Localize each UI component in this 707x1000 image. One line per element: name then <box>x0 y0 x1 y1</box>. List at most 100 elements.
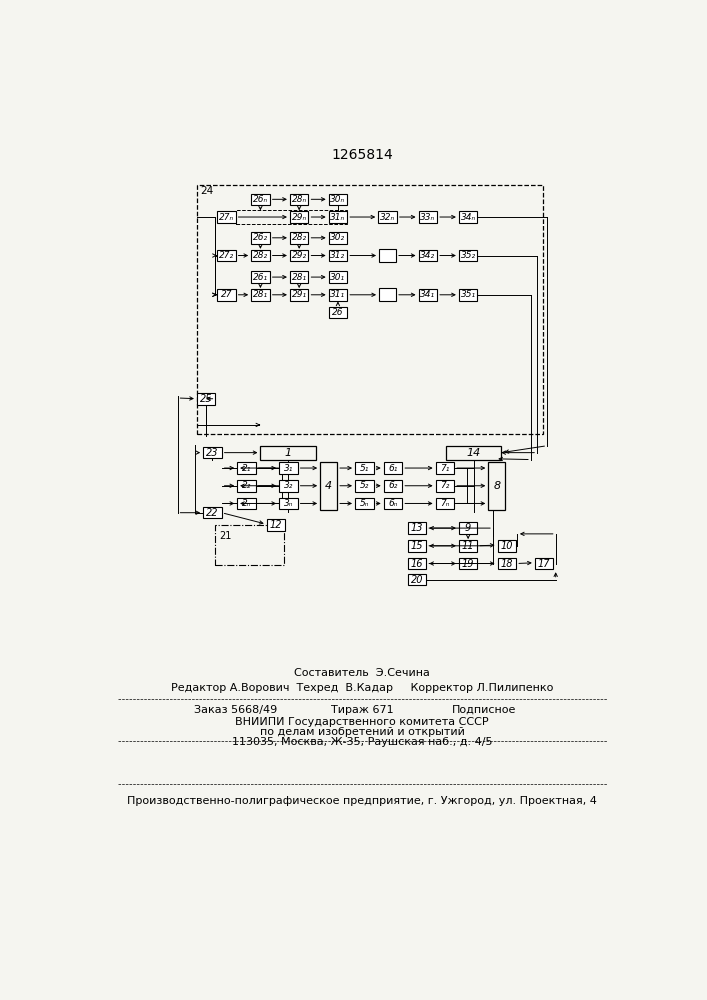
Text: по делам изобретений и открытий: по делам изобретений и открытий <box>259 727 464 737</box>
Bar <box>384 498 402 509</box>
Text: 113035, Москва, Ж-35, Раушская наб., д. 4/5: 113035, Москва, Ж-35, Раушская наб., д. … <box>232 737 492 747</box>
Text: 6ₙ: 6ₙ <box>388 499 397 508</box>
Text: 30₂: 30₂ <box>330 233 346 242</box>
Text: 35₁: 35₁ <box>460 290 476 299</box>
Bar <box>237 480 256 492</box>
Bar <box>290 211 308 223</box>
Bar <box>197 393 216 405</box>
Text: 20: 20 <box>411 575 423 585</box>
Text: 1265814: 1265814 <box>331 148 393 162</box>
Text: 35₂: 35₂ <box>460 251 476 260</box>
Text: 31₂: 31₂ <box>330 251 346 260</box>
Bar <box>329 232 347 244</box>
Text: 26₂: 26₂ <box>253 233 268 242</box>
Text: 28₂: 28₂ <box>291 233 307 242</box>
Bar <box>251 232 270 244</box>
Bar <box>379 288 396 301</box>
Text: 27₂: 27₂ <box>218 251 234 260</box>
Text: 2₂: 2₂ <box>242 481 251 490</box>
Text: 19: 19 <box>462 559 474 569</box>
Bar <box>237 498 256 509</box>
Text: 3ₙ: 3ₙ <box>284 499 293 508</box>
Bar <box>329 194 347 205</box>
Text: 12: 12 <box>269 520 282 530</box>
Text: Тираж 671: Тираж 671 <box>331 705 393 715</box>
Bar <box>251 289 270 301</box>
Text: 31ₙ: 31ₙ <box>330 213 346 222</box>
Text: 2ₙ: 2ₙ <box>242 499 251 508</box>
Text: 6₁: 6₁ <box>388 464 397 473</box>
Text: 28₁: 28₁ <box>253 290 268 299</box>
Text: 7ₙ: 7ₙ <box>440 499 450 508</box>
Text: 22: 22 <box>206 508 218 518</box>
Bar <box>329 307 347 318</box>
Text: 11: 11 <box>462 541 474 551</box>
Bar <box>217 250 235 261</box>
Bar <box>459 289 477 301</box>
Bar <box>459 558 477 569</box>
Bar <box>436 498 454 509</box>
Text: 21: 21 <box>219 531 232 541</box>
Text: Подписное: Подписное <box>452 705 516 715</box>
Bar <box>251 271 270 283</box>
Bar <box>217 211 235 223</box>
Bar <box>459 540 477 552</box>
Text: Составитель  Э.Сечина: Составитель Э.Сечина <box>294 668 430 678</box>
Bar <box>436 462 454 474</box>
Bar <box>419 211 437 223</box>
Text: 6₂: 6₂ <box>388 481 397 490</box>
Bar <box>498 540 516 552</box>
Text: 34ₙ: 34ₙ <box>460 213 476 222</box>
Text: 5ₙ: 5ₙ <box>360 499 369 508</box>
Bar <box>290 250 308 261</box>
Bar <box>267 519 285 531</box>
Text: 9: 9 <box>465 523 472 533</box>
Bar <box>329 250 347 261</box>
Text: 26₁: 26₁ <box>253 273 268 282</box>
Text: 26ₙ: 26ₙ <box>253 195 268 204</box>
Bar <box>408 558 426 569</box>
Text: Производственно-полиграфическое предприятие, г. Ужгород, ул. Проектная, 4: Производственно-полиграфическое предприя… <box>127 796 597 806</box>
Bar <box>445 446 501 460</box>
Text: 32ₙ: 32ₙ <box>380 213 395 222</box>
Bar <box>419 250 437 261</box>
Text: ВНИИПИ Государственного комитета СССР: ВНИИПИ Государственного комитета СССР <box>235 717 489 727</box>
Text: Редактор А.Ворович  Техред  В.Кадар     Корректор Л.Пилипенко: Редактор А.Ворович Техред В.Кадар Коррек… <box>171 683 553 693</box>
Text: 33ₙ: 33ₙ <box>420 213 436 222</box>
Text: 29₁: 29₁ <box>291 290 307 299</box>
Text: 14: 14 <box>467 448 481 458</box>
Text: 3₁: 3₁ <box>284 464 293 473</box>
Text: 28ₙ: 28ₙ <box>291 195 307 204</box>
Text: 1: 1 <box>285 448 292 458</box>
Bar <box>459 522 477 534</box>
Text: 8: 8 <box>493 481 501 491</box>
Bar <box>408 574 426 585</box>
Text: 27ₙ: 27ₙ <box>218 213 234 222</box>
Text: 10: 10 <box>501 541 513 551</box>
Text: 17: 17 <box>538 559 550 569</box>
Bar <box>384 480 402 492</box>
Text: 30₁: 30₁ <box>330 273 346 282</box>
Text: 30ₙ: 30ₙ <box>330 195 346 204</box>
Bar <box>290 194 308 205</box>
Text: 26: 26 <box>332 308 344 317</box>
Bar <box>379 249 396 262</box>
Text: 7₂: 7₂ <box>440 481 450 490</box>
Bar <box>217 289 235 301</box>
Bar <box>251 194 270 205</box>
Bar <box>489 462 506 510</box>
Text: 15: 15 <box>411 541 423 551</box>
Bar <box>329 211 347 223</box>
Text: 29₂: 29₂ <box>291 251 307 260</box>
Bar <box>251 250 270 261</box>
Bar <box>290 289 308 301</box>
Text: 16: 16 <box>411 559 423 569</box>
Text: 34₁: 34₁ <box>420 290 436 299</box>
Text: 34₂: 34₂ <box>420 251 436 260</box>
Text: 4: 4 <box>325 481 332 491</box>
Bar <box>459 250 477 261</box>
Text: Заказ 5668/49: Заказ 5668/49 <box>194 705 277 715</box>
Text: 5₁: 5₁ <box>360 464 369 473</box>
Bar <box>355 480 373 492</box>
Bar <box>329 289 347 301</box>
